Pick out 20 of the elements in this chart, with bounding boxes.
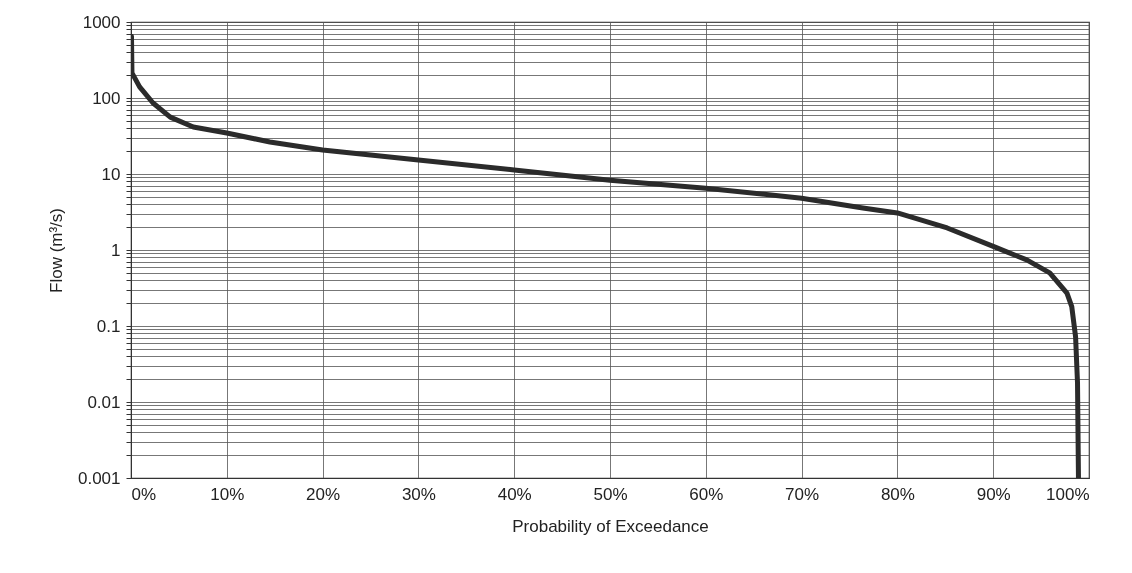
y-tick-label: 0.001 <box>77 468 121 488</box>
x-tick-label: 40% <box>497 484 532 504</box>
x-tick-label: 0% <box>131 484 157 504</box>
x-tick-label: 80% <box>880 484 915 504</box>
y-tick-label: 0.01 <box>87 392 121 412</box>
x-tick-label: 70% <box>785 484 820 504</box>
x-axis-title: Probability of Exceedance <box>512 516 709 536</box>
x-tick-label: 60% <box>689 484 724 504</box>
y-tick-label: 100 <box>92 88 121 108</box>
y-tick-label: 0.1 <box>96 316 121 336</box>
y-tick-label: 1000 <box>82 12 121 32</box>
x-tick-label: 100% <box>1046 484 1090 504</box>
y-tick-label: 1 <box>111 240 121 260</box>
x-tick-label: 20% <box>306 484 341 504</box>
x-tick-label: 90% <box>976 484 1011 504</box>
x-tick-label: 30% <box>401 484 436 504</box>
x-tick-label: 10% <box>210 484 245 504</box>
y-axis-title: Flow (m³/s) <box>46 208 66 293</box>
x-tick-label: 50% <box>593 484 628 504</box>
y-tick-label: 10 <box>101 164 121 184</box>
